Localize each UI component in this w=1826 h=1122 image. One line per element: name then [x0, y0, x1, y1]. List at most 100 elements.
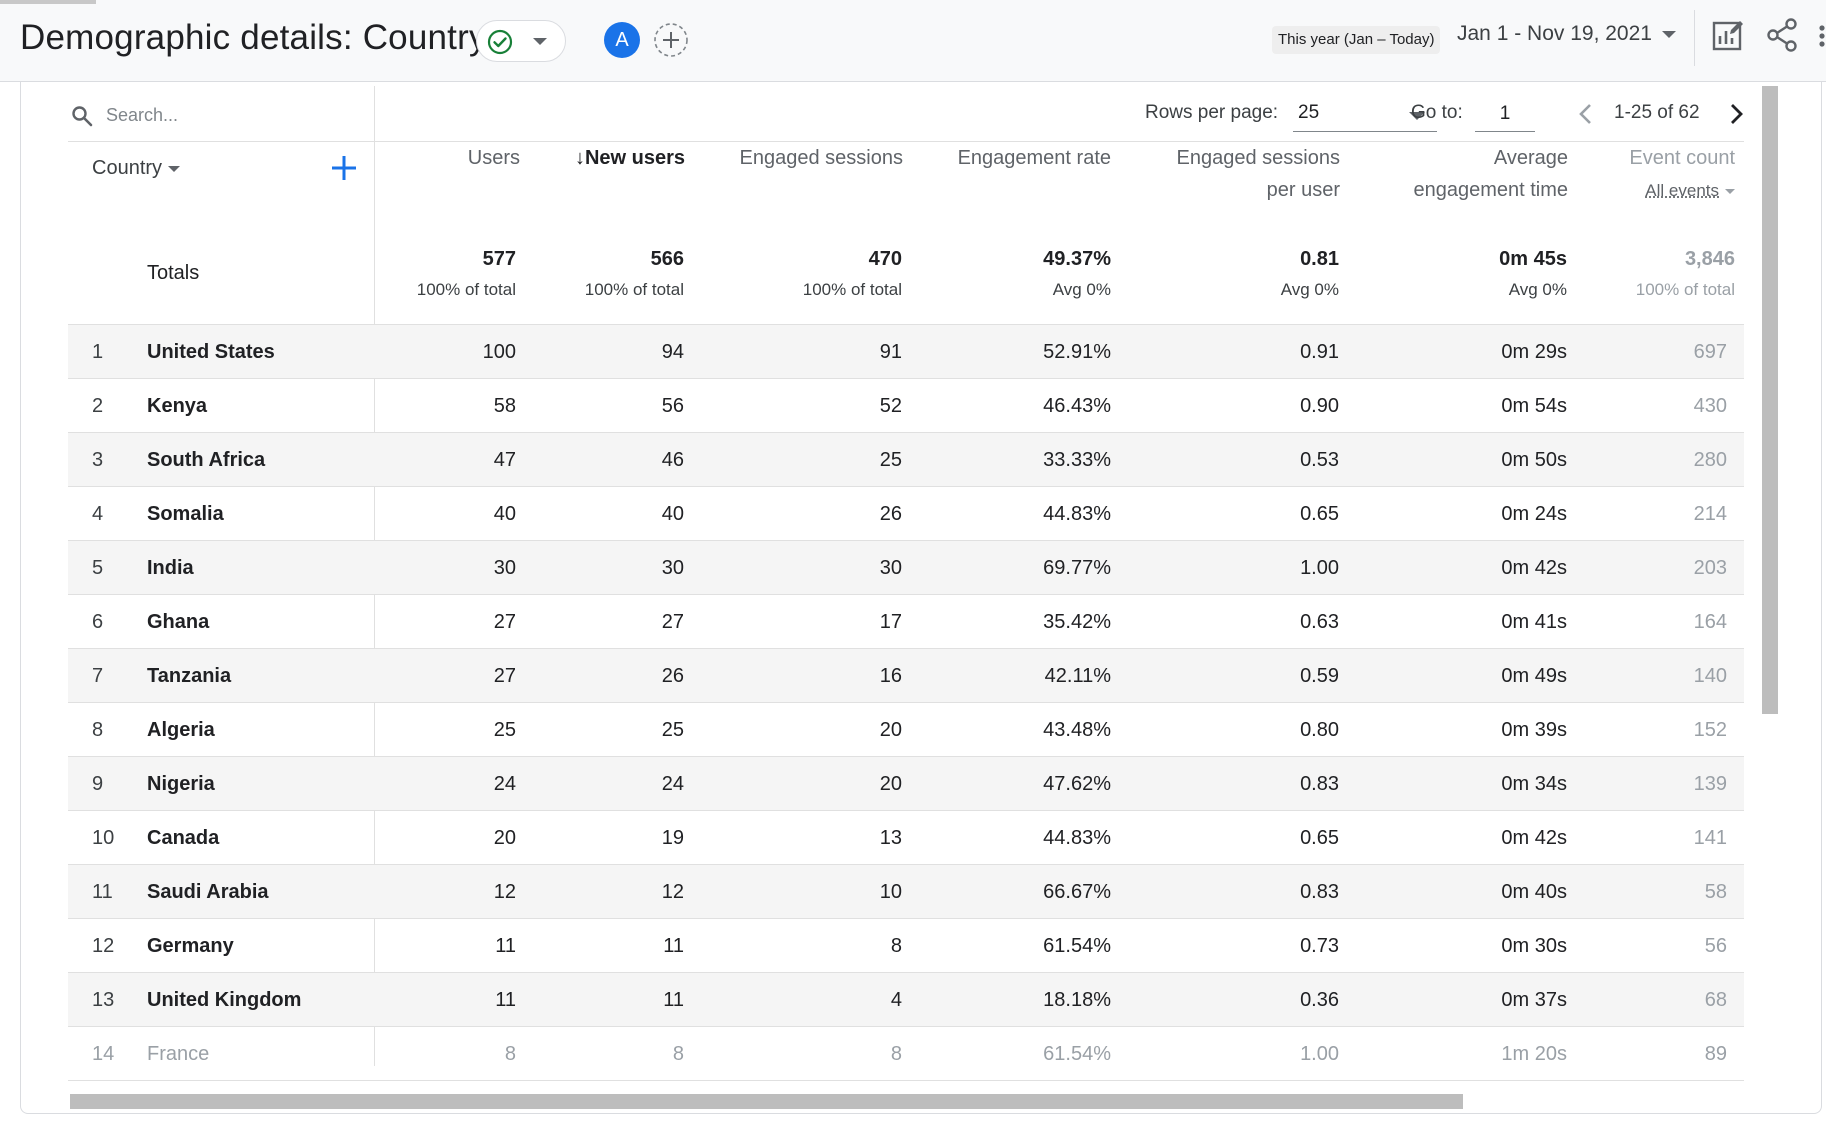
col-header-avg-engagement-time[interactable]: Average engagement time: [1360, 142, 1568, 232]
cell-engaged: 52: [768, 393, 902, 419]
dimension-header-country[interactable]: Country: [92, 152, 180, 242]
table-row[interactable]: 12 Germany 11 11 8 61.54% 0.73 0m 30s 56: [68, 919, 1744, 973]
cell-idx: 14: [92, 1041, 114, 1067]
col-header-avg-time-line2: engagement time: [1413, 179, 1568, 201]
more-vert-icon[interactable]: [1816, 24, 1826, 48]
total-sessions-per-user: 0.81 Avg 0%: [1220, 246, 1339, 308]
cell-per-user: 0.90: [1228, 393, 1339, 419]
cell-idx: 4: [92, 501, 103, 527]
total-event-count: 3,846 100% of total: [1600, 246, 1735, 308]
cell-country: United States: [147, 339, 275, 365]
cell-users: 58: [408, 393, 516, 419]
cell-per-user: 1.00: [1228, 555, 1339, 581]
cell-new-users: 94: [568, 339, 684, 365]
col-header-users-label: Users: [468, 147, 520, 169]
share-icon[interactable]: [1766, 18, 1798, 52]
chevron-right-icon[interactable]: [1722, 100, 1750, 128]
date-preset-label[interactable]: This year (Jan – Today): [1272, 26, 1440, 54]
rows-per-page-label: Rows per page:: [1145, 102, 1278, 124]
cell-users: 24: [408, 771, 516, 797]
total-engaged-sessions: 470 100% of total: [760, 246, 902, 308]
col-header-users[interactable]: Users: [440, 142, 520, 232]
table-row[interactable]: 4 Somalia 40 40 26 44.83% 0.65 0m 24s 214: [68, 487, 1744, 541]
totals-label: Totals: [147, 262, 199, 285]
table-row[interactable]: 8 Algeria 25 25 20 43.48% 0.80 0m 39s 152: [68, 703, 1744, 757]
table-row[interactable]: 10 Canada 20 19 13 44.83% 0.65 0m 42s 141: [68, 811, 1744, 865]
cell-events: 214: [1628, 501, 1727, 527]
col-header-engagement-rate[interactable]: Engagement rate: [920, 142, 1111, 232]
goto-page-input[interactable]: [1475, 96, 1535, 132]
table-row[interactable]: 5 India 30 30 30 69.77% 1.00 0m 42s 203: [68, 541, 1744, 595]
date-range-picker[interactable]: Jan 1 - Nov 19, 2021: [1457, 22, 1652, 46]
table-row[interactable]: 13 United Kingdom 11 11 4 18.18% 0.36 0m 37s 68: [68, 973, 1744, 1027]
event-filter-dropdown[interactable]: All events: [1645, 181, 1735, 200]
total-new-users-value: 566: [560, 246, 684, 272]
cell-users: 11: [408, 933, 516, 959]
table-row[interactable]: 11 Saudi Arabia 12 12 10 66.67% 0.83 0m 40s 58: [68, 865, 1744, 919]
chevron-down-icon: [533, 38, 547, 45]
cell-rate: 35.42%: [998, 609, 1111, 635]
comparison-avatar[interactable]: A: [604, 22, 640, 58]
cell-per-user: 0.73: [1228, 933, 1339, 959]
date-range-chevron-icon[interactable]: [1662, 31, 1676, 38]
cell-engaged: 17: [768, 609, 902, 635]
table-row[interactable]: 2 Kenya 58 56 52 46.43% 0.90 0m 54s 430: [68, 379, 1744, 433]
cell-rate: 43.48%: [998, 717, 1111, 743]
table-row[interactable]: 1 United States 100 94 91 52.91% 0.91 0m 29s 697: [68, 325, 1744, 379]
cell-time: 0m 50s: [1448, 447, 1567, 473]
horizontal-scrollbar[interactable]: [70, 1094, 1463, 1109]
cell-per-user: 1.00: [1228, 1041, 1339, 1067]
vertical-scrollbar[interactable]: [1762, 86, 1778, 714]
cell-idx: 1: [92, 339, 103, 365]
dimension-header-label: Country: [92, 157, 162, 179]
cell-users: 30: [408, 555, 516, 581]
cell-users: 12: [408, 879, 516, 905]
chevron-left-icon[interactable]: [1572, 100, 1600, 128]
table-row[interactable]: 3 South Africa 47 46 25 33.33% 0.53 0m 50s 280: [68, 433, 1744, 487]
cell-country: Tanzania: [147, 663, 231, 689]
page-title: Demographic details: Country: [20, 18, 487, 58]
customize-report-icon[interactable]: [1711, 18, 1745, 52]
add-comparison-icon[interactable]: [652, 21, 690, 59]
cell-country: Somalia: [147, 501, 224, 527]
col-header-event-count[interactable]: Event count All events: [1590, 142, 1735, 232]
cell-events: 56: [1628, 933, 1727, 959]
search-icon: [70, 104, 94, 128]
total-avg-time: 0m 45s Avg 0%: [1440, 246, 1567, 308]
cell-time: 0m 54s: [1448, 393, 1567, 419]
cell-rate: 46.43%: [998, 393, 1111, 419]
col-header-avg-time-line1: Average: [1494, 147, 1568, 169]
table-row[interactable]: 6 Ghana 27 27 17 35.42% 0.63 0m 41s 164: [68, 595, 1744, 649]
table-row[interactable]: 7 Tanzania 27 26 16 42.11% 0.59 0m 49s 140: [68, 649, 1744, 703]
cell-new-users: 11: [568, 933, 684, 959]
cell-country: Germany: [147, 933, 234, 959]
search-input[interactable]: [106, 100, 366, 130]
goto-label: Go to:: [1411, 102, 1463, 124]
check-circle-icon: [487, 29, 513, 55]
col-header-new-users[interactable]: ↓New users: [540, 142, 685, 232]
cell-idx: 10: [92, 825, 114, 851]
cell-rate: 18.18%: [998, 987, 1111, 1013]
table-row[interactable]: 14 France 8 8 8 61.54% 1.00 1m 20s 89: [68, 1027, 1744, 1081]
cell-users: 8: [408, 1041, 516, 1067]
total-engaged-sessions-sub: 100% of total: [760, 272, 902, 308]
col-header-engaged-sessions-label: Engaged sessions: [740, 147, 903, 169]
cell-events: 140: [1628, 663, 1727, 689]
report-status-dropdown[interactable]: [476, 20, 566, 62]
event-filter-label: All events: [1645, 181, 1719, 200]
col-header-sessions-per-user[interactable]: Engaged sessions per user: [1130, 142, 1340, 232]
cell-per-user: 0.53: [1228, 447, 1339, 473]
col-header-engagement-rate-label: Engagement rate: [958, 147, 1111, 169]
col-header-engaged-sessions[interactable]: Engaged sessions: [700, 142, 903, 232]
cell-country: Canada: [147, 825, 219, 851]
cell-new-users: 56: [568, 393, 684, 419]
cell-new-users: 26: [568, 663, 684, 689]
table-row[interactable]: 9 Nigeria 24 24 20 47.62% 0.83 0m 34s 139: [68, 757, 1744, 811]
table-toolbar: Rows per page: 25 Go to: 1-25 of 62: [68, 86, 1744, 142]
cell-events: 697: [1628, 339, 1727, 365]
cell-events: 280: [1628, 447, 1727, 473]
cell-events: 141: [1628, 825, 1727, 851]
plus-icon[interactable]: [330, 154, 358, 182]
cell-new-users: 8: [568, 1041, 684, 1067]
total-engagement-rate-value: 49.37%: [990, 246, 1111, 272]
